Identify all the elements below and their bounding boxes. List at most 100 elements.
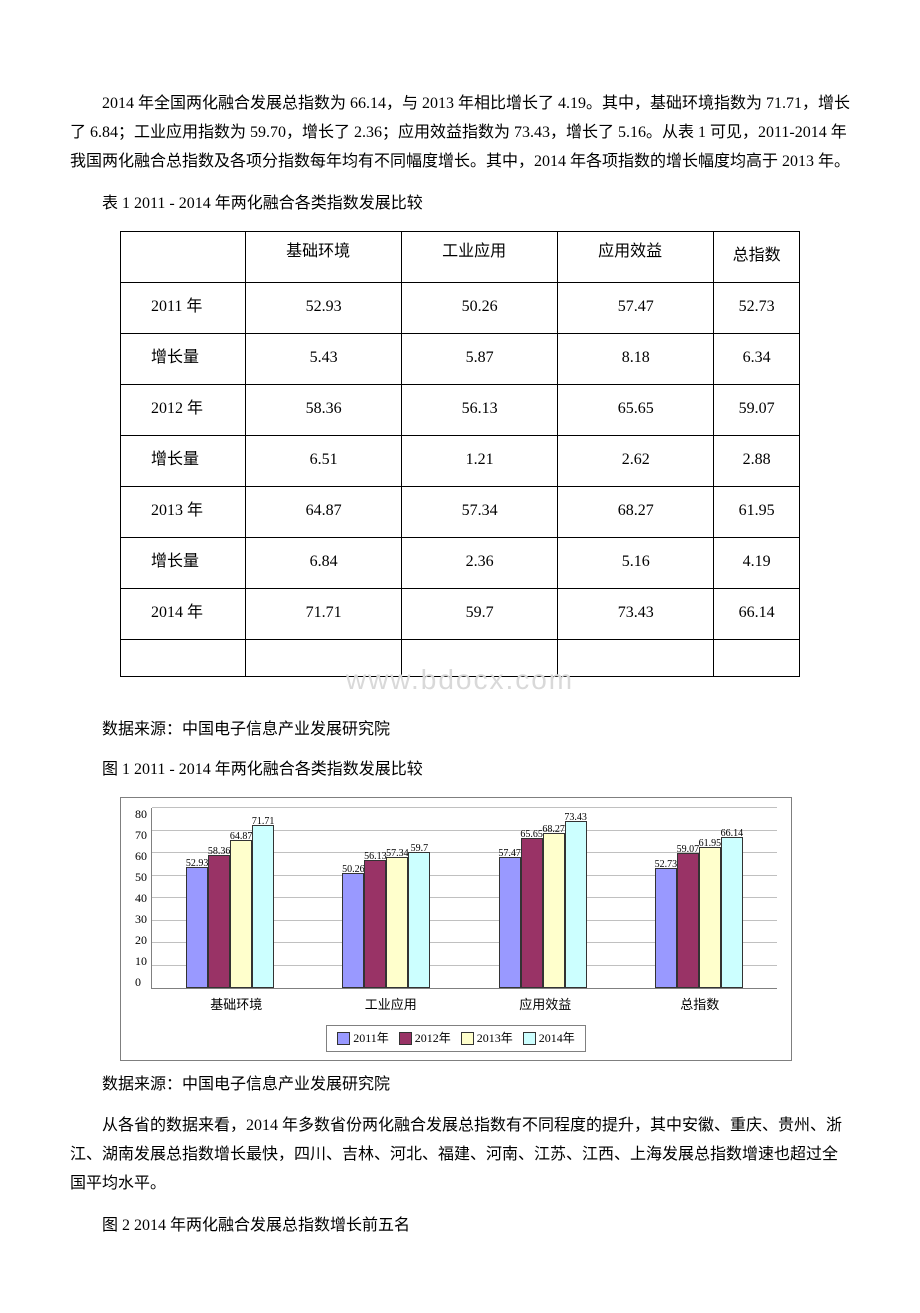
- legend-label: 2013年: [477, 1028, 513, 1050]
- chart-bar: 68.27: [543, 833, 565, 989]
- chart-legend: 2011年 2012年 2013年 2014年: [326, 1025, 586, 1053]
- ytick-label: 50: [135, 871, 147, 883]
- chart-bar: 61.95: [699, 847, 721, 988]
- data-source-2: 数据来源：中国电子信息产业发展研究院: [70, 1071, 850, 1100]
- cell: 5.43: [246, 334, 402, 385]
- chart-bar: 59.7: [408, 852, 430, 988]
- row-head: 增长量: [121, 538, 246, 589]
- table-header-cell: 应用效益: [558, 232, 714, 283]
- legend-label: 2014年: [539, 1028, 575, 1050]
- cell: 52.93: [246, 283, 402, 334]
- legend-item: 2012年: [399, 1028, 451, 1050]
- cell: 59.7: [402, 589, 558, 640]
- provinces-paragraph: 从各省的数据来看，2014 年多数省份两化融合发展总指数有不同程度的提升，其中安…: [70, 1112, 850, 1198]
- chart-y-axis: 01020304050607080: [135, 808, 151, 988]
- ytick-label: 0: [135, 976, 147, 988]
- ytick-label: 60: [135, 850, 147, 862]
- cell: 66.14: [714, 589, 800, 640]
- bar-value-label: 57.47: [498, 845, 521, 863]
- bar-value-label: 52.93: [186, 855, 209, 873]
- bar-chart: 01020304050607080 52.9358.3664.8771.7150…: [120, 797, 792, 1061]
- cell: 68.27: [558, 487, 714, 538]
- ytick-label: 70: [135, 829, 147, 841]
- row-head: 增长量: [121, 334, 246, 385]
- cell: 2.88: [714, 436, 800, 487]
- legend-item: 2011年: [337, 1028, 389, 1050]
- chart-bar: 57.47: [499, 857, 521, 988]
- chart-x-axis: 基础环境工业应用应用效益总指数: [159, 989, 777, 1016]
- table-header-cell: 基础环境: [246, 232, 402, 283]
- table-caption: 表 1 2011 - 2014 年两化融合各类指数发展比较: [70, 190, 850, 219]
- row-head: 2012 年: [121, 385, 246, 436]
- cell: 2.62: [558, 436, 714, 487]
- chart-group: 57.4765.6568.2773.43: [465, 808, 621, 988]
- table-row: 2014 年 71.71 59.7 73.43 66.14: [121, 589, 800, 640]
- watermark: www.bdocx.com: [70, 655, 850, 705]
- cell: 59.07: [714, 385, 800, 436]
- cell: 57.47: [558, 283, 714, 334]
- table-header-row: 基础环境 工业应用 应用效益 总指数: [121, 232, 800, 283]
- row-head: 2013 年: [121, 487, 246, 538]
- chart-caption: 图 1 2011 - 2014 年两化融合各类指数发展比较: [70, 756, 850, 785]
- xtick-label: 应用效益: [468, 989, 623, 1016]
- bar-value-label: 73.43: [564, 809, 587, 827]
- bar-value-label: 68.27: [542, 821, 565, 839]
- bar-value-label: 50.26: [342, 861, 365, 879]
- index-table: 基础环境 工业应用 应用效益 总指数 2011 年 52.93 50.26 57…: [120, 231, 800, 677]
- ytick-label: 40: [135, 892, 147, 904]
- bar-value-label: 64.87: [230, 828, 253, 846]
- chart-bar: 64.87: [230, 840, 252, 988]
- legend-swatch: [337, 1032, 350, 1045]
- row-head: 2014 年: [121, 589, 246, 640]
- bar-value-label: 58.36: [208, 843, 231, 861]
- cell: 8.18: [558, 334, 714, 385]
- table-row: 增长量 5.43 5.87 8.18 6.34: [121, 334, 800, 385]
- chart-bar: 50.26: [342, 873, 364, 988]
- chart-group: 52.7359.0761.9566.14: [621, 808, 777, 988]
- legend-item: 2014年: [523, 1028, 575, 1050]
- legend-label: 2011年: [353, 1028, 389, 1050]
- bar-value-label: 61.95: [699, 835, 722, 853]
- cell: 65.65: [558, 385, 714, 436]
- cell: 5.16: [558, 538, 714, 589]
- cell: 57.34: [402, 487, 558, 538]
- bar-value-label: 59.7: [411, 840, 429, 858]
- cell: 71.71: [246, 589, 402, 640]
- bar-value-label: 52.73: [655, 856, 678, 874]
- chart-bar: 65.65: [521, 838, 543, 988]
- chart-bar: 71.71: [252, 825, 274, 988]
- cell: 64.87: [246, 487, 402, 538]
- table-row: 2013 年 64.87 57.34 68.27 61.95: [121, 487, 800, 538]
- table-row: 2012 年 58.36 56.13 65.65 59.07: [121, 385, 800, 436]
- cell: 2.36: [402, 538, 558, 589]
- legend-swatch: [399, 1032, 412, 1045]
- table-header-cell: 总指数: [714, 232, 800, 283]
- cell: 52.73: [714, 283, 800, 334]
- cell: 5.87: [402, 334, 558, 385]
- cell: 1.21: [402, 436, 558, 487]
- bar-value-label: 65.65: [520, 826, 543, 844]
- fig2-caption: 图 2 2014 年两化融合发展总指数增长前五名: [70, 1212, 850, 1241]
- chart-bar: 52.73: [655, 868, 677, 989]
- row-head: 增长量: [121, 436, 246, 487]
- legend-item: 2013年: [461, 1028, 513, 1050]
- data-source-1: 数据来源：中国电子信息产业发展研究院: [70, 716, 850, 745]
- bar-value-label: 71.71: [252, 813, 275, 831]
- row-head: 2011 年: [121, 283, 246, 334]
- cell: 58.36: [246, 385, 402, 436]
- chart-bar: 57.34: [386, 857, 408, 988]
- ytick-label: 30: [135, 913, 147, 925]
- cell: 50.26: [402, 283, 558, 334]
- bar-value-label: 66.14: [721, 825, 744, 843]
- chart-bar: 56.13: [364, 860, 386, 988]
- table-row: 增长量 6.51 1.21 2.62 2.88: [121, 436, 800, 487]
- cell: 6.34: [714, 334, 800, 385]
- table-header-cell: 工业应用: [402, 232, 558, 283]
- bar-value-label: 57.34: [386, 845, 409, 863]
- cell: 61.95: [714, 487, 800, 538]
- chart-group: 50.2656.1357.3459.7: [308, 808, 464, 988]
- cell: 6.51: [246, 436, 402, 487]
- chart-group: 52.9358.3664.8771.71: [152, 808, 308, 988]
- bar-value-label: 59.07: [677, 841, 700, 859]
- chart-bar: 52.93: [186, 867, 208, 988]
